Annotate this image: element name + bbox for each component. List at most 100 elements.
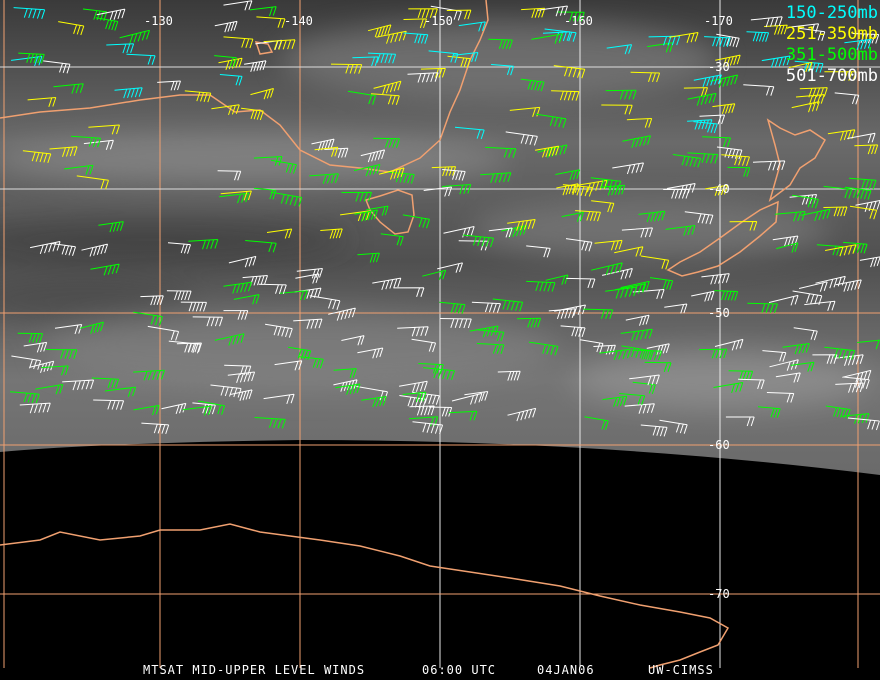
wind-barb <box>167 242 191 254</box>
wind-barb <box>29 360 55 373</box>
wind-barb <box>245 240 277 253</box>
wind-barb <box>505 131 538 146</box>
wind-barb <box>412 421 444 435</box>
wind-barb <box>799 87 828 98</box>
wind-barb <box>266 228 293 239</box>
wind-barb <box>309 295 341 310</box>
wind-barb <box>583 308 614 320</box>
wind-barb <box>516 317 542 328</box>
wind-barb <box>464 391 489 402</box>
wind-barb <box>408 8 438 19</box>
wind-barb <box>328 307 356 321</box>
wind-barb <box>842 369 872 383</box>
latitude-label: -50 <box>708 306 730 320</box>
wind-barb <box>13 7 46 19</box>
wind-barb <box>437 262 463 273</box>
wind-barb <box>354 209 378 222</box>
wind-barb <box>96 8 126 21</box>
wind-barb <box>824 346 856 360</box>
wind-barb <box>399 395 427 409</box>
wind-barb <box>309 173 339 184</box>
wind-barb <box>520 78 545 92</box>
wind-barb <box>729 221 758 231</box>
wind-barb <box>428 50 459 63</box>
wind-barb <box>217 170 242 181</box>
wind-barb <box>701 273 730 285</box>
wind-barb <box>750 16 783 28</box>
wind-barb <box>602 395 628 407</box>
wind-barb <box>126 53 156 65</box>
wind-barb <box>793 327 818 341</box>
wind-barb <box>714 338 744 351</box>
wind-barb <box>591 200 615 213</box>
wind-barb <box>324 147 349 158</box>
wind-barb <box>380 233 404 246</box>
wind-barb <box>823 185 853 199</box>
wind-barb <box>370 93 400 105</box>
wind-barb <box>161 402 187 415</box>
wind-barb <box>620 328 653 341</box>
wind-barb <box>566 277 596 289</box>
wind-barb <box>752 160 786 171</box>
wind-barb <box>528 341 559 356</box>
wind-barb <box>9 391 40 404</box>
wind-barb <box>294 287 322 299</box>
wind-barb <box>83 139 114 150</box>
wind-barb <box>704 36 731 48</box>
wind-barb <box>439 301 466 314</box>
wind-barb <box>411 338 437 353</box>
wind-barb <box>422 269 447 281</box>
wind-barb <box>825 405 851 419</box>
wind-barb <box>333 368 357 378</box>
wind-barb <box>672 154 702 168</box>
wind-barb <box>544 28 577 42</box>
wind-barb <box>224 364 252 376</box>
wind-barb <box>843 241 868 254</box>
wind-barb <box>835 279 862 292</box>
wind-barb <box>54 324 83 335</box>
wind-barb <box>412 391 440 405</box>
caption-date: 04JAN06 <box>537 663 595 677</box>
wind-barb <box>399 380 428 393</box>
wind-barb <box>18 52 45 64</box>
wind-barb <box>847 417 880 431</box>
wind-barb <box>340 210 370 222</box>
wind-barb <box>556 11 585 22</box>
wind-barb <box>22 150 52 164</box>
wind-barb <box>535 113 567 128</box>
wind-barb <box>423 186 453 197</box>
wind-barb <box>265 323 293 338</box>
wind-barb <box>687 152 719 164</box>
wind-barb <box>743 84 775 96</box>
wind-barb <box>800 208 831 222</box>
caption-product: MTSAT MID-UPPER LEVEL WINDS <box>143 663 366 677</box>
wind-barb <box>725 416 755 427</box>
wind-barb <box>794 60 824 73</box>
wind-barb <box>480 172 512 184</box>
wind-barb <box>555 169 581 181</box>
wind-barb <box>210 384 242 398</box>
wind-barbs <box>9 0 880 437</box>
longitude-label: -130 <box>144 14 173 28</box>
wind-barb <box>223 281 252 294</box>
wind-barb <box>119 29 150 44</box>
wind-barb <box>91 377 120 389</box>
wind-barb <box>782 343 810 355</box>
wind-barb <box>815 275 846 289</box>
wind-barb <box>397 326 429 337</box>
wind-barb <box>93 399 125 410</box>
wind-barb <box>844 38 872 50</box>
wind-barb <box>548 308 576 320</box>
latitude-label: -60 <box>708 438 730 452</box>
wind-barb <box>376 30 407 44</box>
wind-barb <box>188 239 219 250</box>
wind-barb <box>242 275 268 286</box>
wind-barb <box>788 61 813 73</box>
wind-barb <box>542 31 571 42</box>
wind-barb <box>825 244 857 257</box>
wind-barb <box>95 17 119 31</box>
wind-barb <box>79 321 104 334</box>
wind-barb <box>214 333 245 346</box>
wind-barb <box>823 206 848 217</box>
